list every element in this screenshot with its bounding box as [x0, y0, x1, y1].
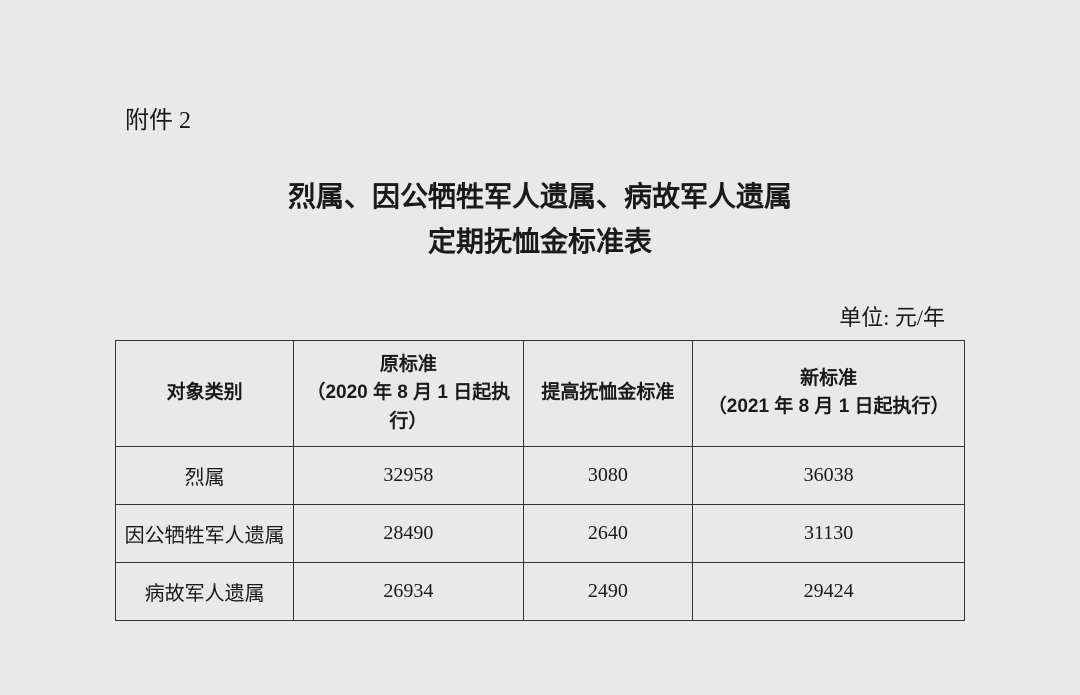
table-row: 病故军人遗属 26934 2490 29424 [116, 563, 965, 621]
cell-original: 26934 [294, 563, 523, 621]
cell-increase: 2490 [523, 563, 693, 621]
attachment-label: 附件 2 [125, 100, 965, 135]
cell-increase: 3080 [523, 447, 693, 505]
header-sub: （2021 年 8 月 1 日起执行） [701, 393, 956, 422]
cell-new: 36038 [693, 447, 965, 505]
title-line-2: 定期抚恤金标准表 [115, 220, 965, 265]
header-category: 对象类别 [116, 340, 294, 447]
cell-original: 28490 [294, 505, 523, 563]
cell-category: 烈属 [116, 447, 294, 505]
cell-new: 29424 [693, 563, 965, 621]
pension-standard-table: 对象类别 原标准 （2020 年 8 月 1 日起执行） 提高抚恤金标准 新标准… [115, 340, 965, 622]
cell-increase: 2640 [523, 505, 693, 563]
table-row: 烈属 32958 3080 36038 [116, 447, 965, 505]
header-main: 新标准 [800, 368, 857, 389]
cell-new: 31130 [693, 505, 965, 563]
cell-original: 32958 [294, 447, 523, 505]
document-page: 附件 2 烈属、因公牺牲军人遗属、病故军人遗属 定期抚恤金标准表 单位: 元/年… [0, 0, 1080, 671]
table-row: 因公牺牲军人遗属 28490 2640 31130 [116, 505, 965, 563]
cell-category: 因公牺牲军人遗属 [116, 505, 294, 563]
unit-label: 单位: 元/年 [115, 300, 965, 332]
header-sub: （2020 年 8 月 1 日起执行） [302, 379, 514, 436]
header-original: 原标准 （2020 年 8 月 1 日起执行） [294, 340, 523, 447]
header-main: 原标准 [380, 354, 437, 375]
header-main: 对象类别 [167, 382, 243, 403]
table-header-row: 对象类别 原标准 （2020 年 8 月 1 日起执行） 提高抚恤金标准 新标准… [116, 340, 965, 447]
title-line-1: 烈属、因公牺牲军人遗属、病故军人遗属 [115, 175, 965, 220]
header-increase: 提高抚恤金标准 [523, 340, 693, 447]
header-main: 提高抚恤金标准 [541, 382, 674, 403]
cell-category: 病故军人遗属 [116, 563, 294, 621]
title-block: 烈属、因公牺牲军人遗属、病故军人遗属 定期抚恤金标准表 [115, 175, 965, 265]
header-new: 新标准 （2021 年 8 月 1 日起执行） [693, 340, 965, 447]
